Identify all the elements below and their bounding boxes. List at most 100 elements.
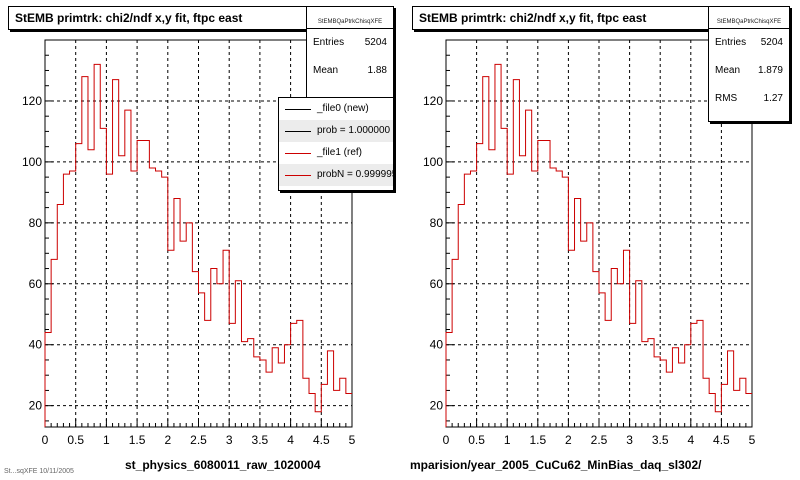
left-histogram-bin bbox=[309, 392, 315, 394]
left-histogram-bin bbox=[248, 338, 254, 340]
right-x-tick-label: 4 bbox=[687, 433, 694, 447]
left-histogram-bin bbox=[100, 127, 106, 129]
right-stats-mean-row: Mean 1.879 bbox=[709, 57, 789, 85]
right-stats-rms-row: RMS 1.27 bbox=[709, 85, 789, 113]
right-histogram-series bbox=[445, 63, 752, 427]
right-histogram-bin bbox=[599, 292, 605, 294]
left-histogram-bin bbox=[119, 155, 125, 157]
left-stats-mean-value: 1.88 bbox=[367, 65, 387, 76]
left-stats-entries-label: Entries bbox=[313, 37, 345, 48]
right-histogram-bin bbox=[685, 344, 691, 346]
right-histogram-bin bbox=[562, 176, 568, 178]
right-histogram-bin bbox=[630, 322, 636, 324]
left-x-tick-label: 0 bbox=[42, 433, 49, 447]
left-histogram-bin bbox=[278, 362, 284, 364]
right-stats-box: StEMBQaPtrkChisqXFE Entries 5204 Mean 1.… bbox=[708, 6, 790, 122]
legend-entry-file0: _file0 (new) bbox=[279, 98, 393, 120]
right-histogram-bin bbox=[458, 204, 464, 206]
right-y-tick-label: 100 bbox=[423, 155, 443, 169]
left-histogram-bin bbox=[180, 240, 186, 242]
left-histogram-bin bbox=[143, 140, 149, 142]
left-x-axis-label: st_physics_6080011_raw_1020004 bbox=[125, 458, 321, 472]
left-x-tick-label: 3 bbox=[226, 433, 233, 447]
left-histogram-bin bbox=[205, 319, 211, 321]
right-histogram-bin bbox=[611, 268, 617, 270]
legend-swatch-prob bbox=[285, 131, 311, 132]
right-histogram-bin bbox=[446, 332, 452, 334]
right-histogram-bin bbox=[581, 240, 587, 242]
left-histogram-bin bbox=[137, 140, 143, 142]
right-x-tick-label: 1.5 bbox=[529, 433, 546, 447]
left-histogram-bin bbox=[297, 319, 303, 321]
left-histogram-bin bbox=[291, 322, 297, 324]
legend-box: _file0 (new) prob = 1.000000 _file1 (ref… bbox=[278, 97, 394, 191]
left-x-tick-label: 1.5 bbox=[129, 433, 146, 447]
left-x-tick-label: 4.5 bbox=[313, 433, 330, 447]
right-histogram-bin bbox=[715, 411, 721, 413]
right-histogram-bin bbox=[519, 155, 525, 157]
right-histogram-bin bbox=[672, 347, 678, 349]
left-y-tick-label: 120 bbox=[22, 94, 42, 108]
right-histogram-bin bbox=[544, 140, 550, 142]
right-chart-title: StEMB primtrk: chi2/ndf x,y fit, ftpc ea… bbox=[412, 6, 712, 30]
left-histogram-bin bbox=[321, 383, 327, 385]
right-histogram-bin bbox=[483, 76, 489, 78]
left-histogram-bin bbox=[106, 173, 112, 175]
right-histogram-bin bbox=[605, 319, 611, 321]
legend-label-file0: _file0 (new) bbox=[317, 103, 369, 114]
left-x-tick-label: 2.5 bbox=[190, 433, 207, 447]
left-histogram-bin bbox=[217, 283, 223, 285]
left-histogram-bin bbox=[272, 347, 278, 349]
right-x-tick-label: 2.5 bbox=[591, 433, 608, 447]
right-histogram-bin bbox=[495, 63, 501, 65]
right-histogram-bin bbox=[660, 359, 666, 361]
left-y-tick-label: 40 bbox=[29, 338, 43, 352]
right-histogram-bin bbox=[593, 271, 599, 273]
right-x-tick-label: 5 bbox=[749, 433, 756, 447]
right-histogram-bin bbox=[697, 319, 703, 321]
right-y-tick-label: 80 bbox=[430, 216, 444, 230]
left-histogram-bin bbox=[284, 344, 290, 346]
right-histogram-bin bbox=[556, 170, 562, 172]
legend-label-probn: probN = 0.999995 bbox=[317, 169, 394, 180]
legend-swatch-file1 bbox=[285, 153, 311, 154]
left-histogram-series bbox=[44, 63, 352, 427]
left-x-tick-label: 4 bbox=[287, 433, 294, 447]
left-histogram-bin bbox=[303, 377, 309, 379]
right-x-axis-label: mparision/year_2005_CuCu62_MinBias_daq_s… bbox=[410, 458, 702, 472]
left-histogram-bin bbox=[51, 258, 57, 260]
left-y-tick-label: 20 bbox=[29, 399, 43, 413]
right-stats-rms-value: 1.27 bbox=[763, 93, 783, 104]
right-histogram-bin bbox=[734, 389, 740, 391]
left-histogram-bin bbox=[235, 280, 241, 282]
left-histogram-bin bbox=[82, 76, 88, 78]
left-histogram-bin bbox=[149, 167, 155, 169]
left-histogram-bin bbox=[168, 249, 174, 251]
right-histogram-bin bbox=[568, 249, 574, 251]
right-stats-entries-value: 5204 bbox=[760, 37, 783, 48]
corner-caption: St...sqXFE 10/11/2005 bbox=[4, 468, 74, 475]
right-histogram-bin bbox=[526, 109, 532, 111]
legend-entry-prob: prob = 1.000000 bbox=[279, 120, 393, 142]
left-histogram-bin bbox=[88, 149, 94, 151]
right-histogram-bin bbox=[489, 149, 495, 151]
legend-entry-file1: _file1 (ref) bbox=[279, 142, 393, 164]
left-histogram-bin bbox=[229, 322, 235, 324]
left-histogram-bin bbox=[223, 249, 229, 251]
left-histogram-bin bbox=[315, 411, 321, 413]
right-histogram-bin bbox=[470, 170, 476, 172]
right-histogram-bin bbox=[532, 170, 538, 172]
left-histogram-bin bbox=[131, 170, 137, 172]
right-histogram-bin bbox=[587, 222, 593, 224]
right-histogram-bin bbox=[513, 79, 519, 81]
left-histogram-bin bbox=[254, 356, 260, 358]
left-histogram-bin bbox=[192, 271, 198, 273]
right-x-tick-label: 3 bbox=[626, 433, 633, 447]
right-histogram-bin bbox=[452, 258, 458, 260]
right-x-tick-label: 4.5 bbox=[713, 433, 730, 447]
left-chart-title: StEMB primtrk: chi2/ndf x,y fit, ftpc ea… bbox=[8, 6, 308, 30]
left-histogram-bin bbox=[186, 222, 192, 224]
left-histogram-bin bbox=[70, 170, 76, 172]
left-x-tick-label: 0.5 bbox=[67, 433, 84, 447]
